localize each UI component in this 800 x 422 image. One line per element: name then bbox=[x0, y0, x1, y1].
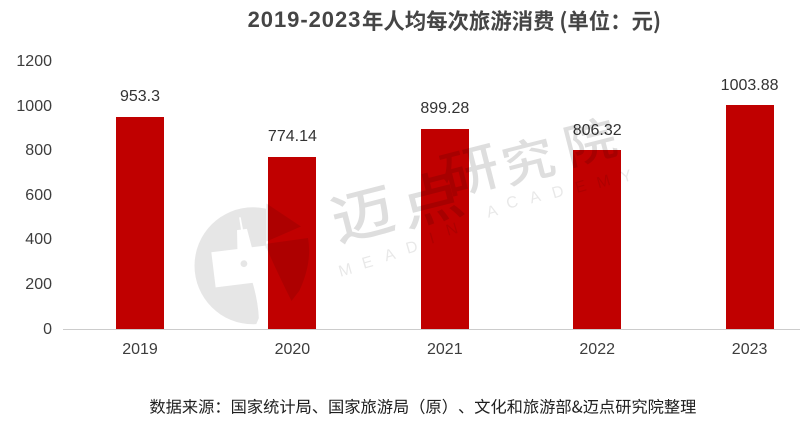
svg-text:Y: Y bbox=[619, 167, 634, 186]
svg-text:D: D bbox=[550, 183, 566, 203]
svg-text:E: E bbox=[360, 253, 375, 272]
svg-text:A: A bbox=[528, 188, 543, 207]
svg-text:M: M bbox=[595, 172, 612, 192]
svg-text:A: A bbox=[382, 246, 397, 265]
svg-text:M: M bbox=[337, 261, 354, 281]
svg-text:E: E bbox=[573, 178, 588, 197]
svg-text:A: A bbox=[485, 202, 500, 221]
svg-text:C: C bbox=[504, 193, 520, 213]
svg-text:I: I bbox=[428, 230, 437, 248]
svg-text:N: N bbox=[444, 220, 460, 240]
svg-text:D: D bbox=[404, 238, 420, 258]
